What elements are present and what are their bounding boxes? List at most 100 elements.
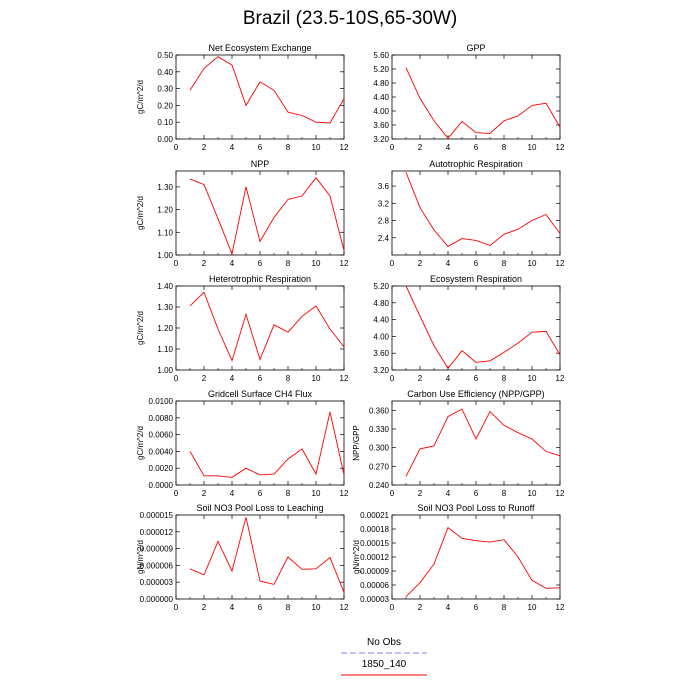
- plot-frame: [175, 400, 345, 486]
- y-tick-label: 2.4: [378, 234, 390, 243]
- x-tick-label: 12: [340, 489, 349, 498]
- x-tick-label: 4: [446, 143, 451, 152]
- y-tick-label: 0.0000: [149, 481, 174, 490]
- panel-1: Net Ecosystem Exchange 0 2 4 6 8 10 12 0.00 0.10 0…: [136, 43, 349, 152]
- y-tick-label: 0.270: [369, 462, 390, 471]
- x-tick-label: 0: [390, 489, 395, 498]
- plot-frame: [175, 285, 345, 371]
- plot-frame: [391, 400, 561, 486]
- y-axis-label: gC/m^2/d: [136, 426, 145, 460]
- panel-title: Gridcell Surface CH4 Flux: [208, 389, 313, 399]
- legend-label: No Obs: [367, 637, 401, 648]
- x-tick-label: 8: [286, 374, 291, 383]
- x-tick-label: 4: [446, 259, 451, 268]
- y-tick-label: 0.00006: [360, 581, 389, 590]
- x-tick-label: 12: [340, 259, 349, 268]
- x-tick-label: 0: [174, 603, 179, 612]
- y-tick-label: 0.50: [157, 51, 173, 60]
- y-tick-label: 1.10: [157, 228, 173, 237]
- x-tick-label: 12: [556, 489, 565, 498]
- x-tick-label: 2: [202, 259, 207, 268]
- x-tick-label: 10: [528, 489, 537, 498]
- x-tick-label: 10: [528, 603, 537, 612]
- x-tick-label: 8: [502, 489, 507, 498]
- plot-frame: [391, 54, 561, 140]
- legend-label: 1850_140: [362, 659, 407, 670]
- y-axis-label: gC/m^2/d: [136, 196, 145, 230]
- y-tick-label: 0.10: [157, 118, 173, 127]
- y-tick-label: 4.80: [373, 299, 389, 308]
- x-tick-label: 10: [312, 489, 321, 498]
- panel-6: Ecosystem Respiration 0 2 4 6 8 10 12 3.20 3.60 4.…: [373, 274, 565, 383]
- x-tick-label: 2: [418, 143, 423, 152]
- panel-9: Soil NO3 Pool Loss to Leaching 0 2 4 6 8 10 12 0…: [136, 503, 349, 612]
- y-tick-label: 1.10: [157, 345, 173, 354]
- y-tick-label: 5.20: [373, 65, 389, 74]
- panel-title: Heterotrophic Respiration: [209, 274, 311, 284]
- x-tick-label: 0: [390, 143, 395, 152]
- x-tick-label: 6: [474, 143, 479, 152]
- x-tick-label: 10: [312, 143, 321, 152]
- plot-frame: [391, 170, 561, 256]
- y-axis-label: gN/m^2/d: [136, 540, 145, 574]
- panel-8: Carbon Use Efficiency (NPP/GPP) 0 2 4 6 8 10 12…: [352, 389, 565, 498]
- x-tick-label: 2: [202, 374, 207, 383]
- panel-5: Heterotrophic Respiration 0 2 4 6 8 10 12 1.00 1.…: [136, 274, 349, 383]
- panel-10: Soil NO3 Pool Loss to Runoff 0 2 4 6 8 10 12 0.0…: [352, 503, 565, 612]
- x-tick-label: 10: [312, 374, 321, 383]
- legend: No Obs 1850_140: [341, 637, 427, 676]
- x-tick-label: 0: [174, 259, 179, 268]
- y-tick-label: 1.40: [157, 282, 173, 291]
- y-tick-label: 5.20: [373, 282, 389, 291]
- x-tick-label: 6: [258, 143, 263, 152]
- y-tick-label: 1.30: [157, 303, 173, 312]
- y-tick-label: 4.80: [373, 79, 389, 88]
- x-tick-label: 8: [502, 259, 507, 268]
- panel-3: NPP 0 2 4 6 8 10 12 1.00 1.10 1.20 1.30 gC/m^2/d: [136, 159, 349, 268]
- x-tick-label: 0: [390, 603, 395, 612]
- y-tick-label: 4.00: [373, 107, 389, 116]
- y-axis-label: gC/m^2/d: [136, 311, 145, 345]
- x-tick-label: 0: [390, 259, 395, 268]
- x-tick-label: 12: [556, 143, 565, 152]
- y-tick-label: 0.00012: [360, 553, 389, 562]
- panel-title: Net Ecosystem Exchange: [208, 43, 311, 53]
- x-tick-label: 12: [556, 603, 565, 612]
- x-tick-label: 10: [528, 259, 537, 268]
- x-tick-label: 8: [502, 143, 507, 152]
- y-axis-label: NPP/GPP: [352, 425, 361, 461]
- y-tick-label: 1.00: [157, 366, 173, 375]
- y-tick-label: 4.40: [373, 93, 389, 102]
- x-tick-label: 12: [340, 143, 349, 152]
- x-tick-label: 6: [258, 259, 263, 268]
- x-tick-label: 2: [202, 489, 207, 498]
- x-tick-label: 4: [230, 259, 235, 268]
- y-tick-label: 1.00: [157, 251, 173, 260]
- y-tick-label: 0.000012: [140, 528, 174, 537]
- panel-7: Gridcell Surface CH4 Flux 0 2 4 6 8 10 12 0.0000…: [136, 389, 349, 498]
- y-tick-label: 0.330: [369, 425, 390, 434]
- y-tick-label: 0.00015: [360, 539, 389, 548]
- x-tick-label: 4: [230, 374, 235, 383]
- y-tick-label: 3.2: [378, 199, 390, 208]
- x-tick-label: 2: [202, 603, 207, 612]
- x-tick-label: 4: [446, 489, 451, 498]
- x-tick-label: 0: [174, 489, 179, 498]
- y-tick-label: 1.30: [157, 183, 173, 192]
- x-tick-label: 4: [230, 603, 235, 612]
- plot-frame: [391, 285, 561, 371]
- x-tick-label: 2: [418, 603, 423, 612]
- x-tick-label: 6: [474, 489, 479, 498]
- y-tick-label: 0.0060: [149, 431, 174, 440]
- x-tick-label: 8: [286, 259, 291, 268]
- x-tick-label: 0: [174, 143, 179, 152]
- x-tick-label: 6: [474, 603, 479, 612]
- y-tick-label: 4.40: [373, 316, 389, 325]
- x-tick-label: 12: [340, 374, 349, 383]
- x-tick-label: 0: [174, 374, 179, 383]
- y-tick-label: 0.0020: [149, 464, 174, 473]
- y-tick-label: 0.0080: [149, 414, 174, 423]
- series-line-1850-140: [405, 526, 561, 598]
- y-tick-label: 3.20: [373, 366, 389, 375]
- y-tick-label: 3.20: [373, 135, 389, 144]
